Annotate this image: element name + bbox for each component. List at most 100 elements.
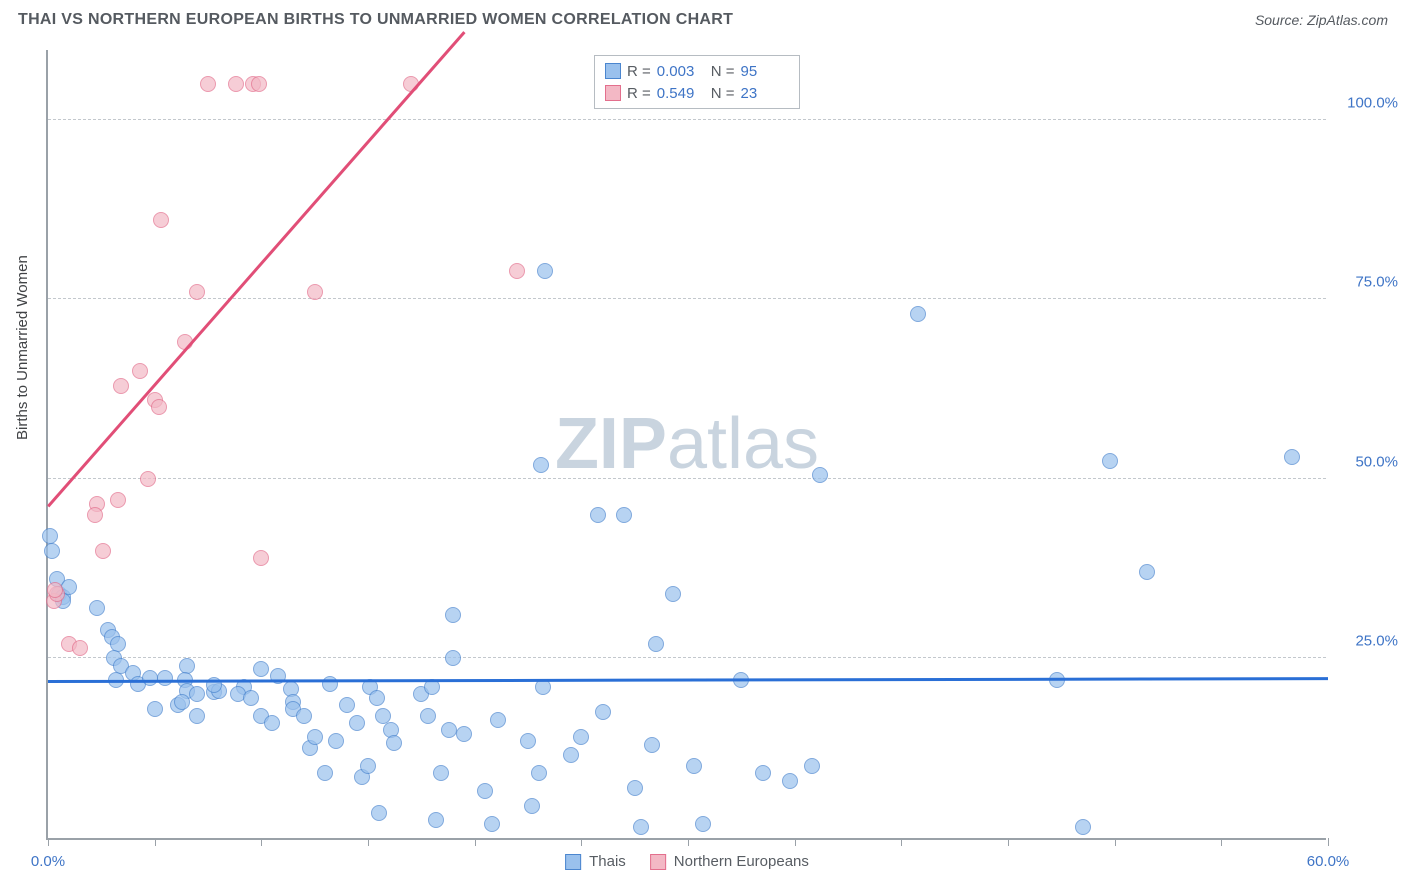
data-point [520, 733, 536, 749]
legend-n-value: 23 [741, 85, 789, 102]
data-point [189, 686, 205, 702]
data-point [307, 284, 323, 300]
x-tick [155, 838, 156, 846]
x-tick [1008, 838, 1009, 846]
data-point [627, 780, 643, 796]
x-tick [1221, 838, 1222, 846]
series-legend: Thais Northern Europeans [565, 853, 809, 870]
data-point [755, 765, 771, 781]
legend-r-label: R = [627, 85, 651, 102]
data-point [633, 819, 649, 835]
data-point [533, 457, 549, 473]
data-point [490, 712, 506, 728]
data-point [1139, 564, 1155, 580]
data-point [1102, 453, 1118, 469]
gridline-h [48, 119, 1326, 120]
gridline-h [48, 657, 1326, 658]
legend-swatch [650, 854, 666, 870]
data-point [695, 816, 711, 832]
legend-r-label: R = [627, 63, 651, 80]
data-point [445, 650, 461, 666]
legend-row: R =0.549N =23 [605, 82, 789, 104]
x-tick-label: 0.0% [31, 853, 65, 870]
data-point [47, 582, 63, 598]
legend-swatch [565, 854, 581, 870]
data-point [95, 543, 111, 559]
data-point [665, 586, 681, 602]
y-tick-label: 25.0% [1338, 633, 1398, 650]
title-bar: THAI VS NORTHERN EUROPEAN BIRTHS TO UNMA… [0, 0, 1406, 40]
x-tick [795, 838, 796, 846]
data-point [322, 676, 338, 692]
data-point [253, 550, 269, 566]
data-point [644, 737, 660, 753]
data-point [179, 658, 195, 674]
data-point [113, 378, 129, 394]
data-point [563, 747, 579, 763]
data-point [339, 697, 355, 713]
data-point [441, 722, 457, 738]
data-point [386, 735, 402, 751]
legend-label: Thais [589, 853, 626, 870]
trend-line [48, 677, 1328, 682]
data-point [147, 701, 163, 717]
data-point [189, 284, 205, 300]
data-point [531, 765, 547, 781]
scatter-plot-area: ZIPatlas R =0.003N =95R =0.549N =23 Thai… [46, 50, 1326, 840]
data-point [110, 492, 126, 508]
data-point [132, 363, 148, 379]
data-point [686, 758, 702, 774]
data-point [590, 507, 606, 523]
data-point [573, 729, 589, 745]
data-point [317, 765, 333, 781]
data-point [72, 640, 88, 656]
data-point [1075, 819, 1091, 835]
x-tick [1328, 838, 1329, 846]
data-point [648, 636, 664, 652]
data-point [270, 668, 286, 684]
x-tick [48, 838, 49, 846]
data-point [253, 661, 269, 677]
data-point [371, 805, 387, 821]
source-attribution: Source: ZipAtlas.com [1255, 12, 1388, 28]
x-tick [901, 838, 902, 846]
data-point [307, 729, 323, 745]
data-point [328, 733, 344, 749]
data-point [420, 708, 436, 724]
data-point [189, 708, 205, 724]
data-point [535, 679, 551, 695]
data-point [428, 812, 444, 828]
watermark-logo: ZIPatlas [555, 403, 819, 485]
data-point [140, 471, 156, 487]
data-point [509, 263, 525, 279]
x-tick [368, 838, 369, 846]
x-tick [475, 838, 476, 846]
data-point [349, 715, 365, 731]
data-point [200, 76, 216, 92]
legend-label: Northern Europeans [674, 853, 809, 870]
data-point [228, 76, 244, 92]
data-point [484, 816, 500, 832]
chart-title: THAI VS NORTHERN EUROPEAN BIRTHS TO UNMA… [18, 11, 733, 29]
data-point [375, 708, 391, 724]
data-point [812, 467, 828, 483]
correlation-legend: R =0.003N =95R =0.549N =23 [594, 55, 800, 109]
gridline-h [48, 478, 1326, 479]
data-point [151, 399, 167, 415]
data-point [433, 765, 449, 781]
trend-line [47, 32, 465, 508]
y-tick-label: 50.0% [1338, 453, 1398, 470]
data-point [251, 76, 267, 92]
x-tick [1115, 838, 1116, 846]
x-tick [261, 838, 262, 846]
data-point [89, 600, 105, 616]
data-point [174, 694, 190, 710]
data-point [142, 670, 158, 686]
data-point [296, 708, 312, 724]
legend-r-value: 0.549 [657, 85, 705, 102]
x-tick [581, 838, 582, 846]
data-point [782, 773, 798, 789]
legend-r-value: 0.003 [657, 63, 705, 80]
legend-swatch [605, 63, 621, 79]
data-point [153, 212, 169, 228]
